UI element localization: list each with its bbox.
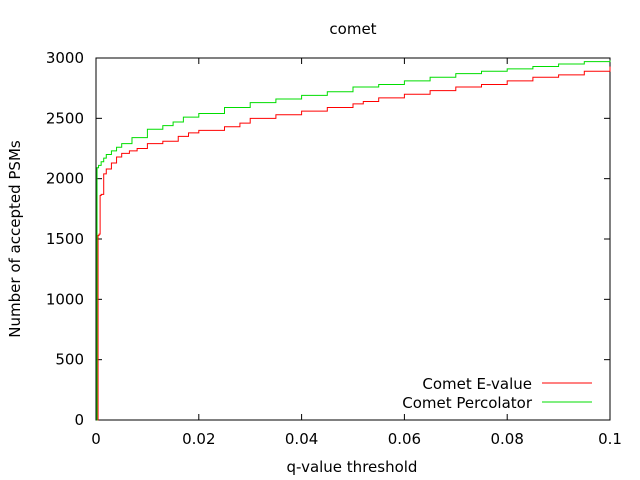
y-tick-label: 2000 xyxy=(46,170,84,188)
y-tick-label: 1000 xyxy=(46,290,84,308)
x-tick-label: 0.04 xyxy=(285,430,318,448)
legend-label-comet-percolator: Comet Percolator xyxy=(402,394,533,412)
x-axis: 0 0.02 0.04 0.06 0.08 0.1 xyxy=(91,58,622,448)
y-tick-label: 500 xyxy=(55,351,84,369)
y-axis: 0 500 1000 1500 2000 2500 3000 xyxy=(46,49,610,429)
plot-area xyxy=(95,57,611,421)
y-tick-label: 2500 xyxy=(46,109,84,127)
x-tick-label: 0.06 xyxy=(388,430,421,448)
plot-frame xyxy=(95,57,611,421)
x-tick-label: 0.08 xyxy=(490,430,523,448)
y-tick-label: 3000 xyxy=(46,49,84,67)
series-group xyxy=(96,60,611,421)
x-axis-label: q-value threshold xyxy=(287,458,418,476)
legend-entry-comet-e-value: Comet E-value xyxy=(422,375,592,393)
series-line-comet-e-value xyxy=(97,66,611,421)
y-axis-label: Number of accepted PSMs xyxy=(6,140,24,338)
x-tick-label: 0 xyxy=(91,430,101,448)
x-tick-label: 0.02 xyxy=(182,430,215,448)
chart-title: comet xyxy=(329,20,376,38)
legend-label-comet-e-value: Comet E-value xyxy=(422,375,532,393)
x-tick-label: 0.1 xyxy=(598,430,622,448)
series-line-comet-percolator xyxy=(96,60,611,421)
y-tick-label: 1500 xyxy=(46,230,84,248)
y-tick-label: 0 xyxy=(74,411,84,429)
legend: Comet E-value Comet Percolator xyxy=(402,375,592,412)
legend-entry-comet-percolator: Comet Percolator xyxy=(402,394,592,412)
